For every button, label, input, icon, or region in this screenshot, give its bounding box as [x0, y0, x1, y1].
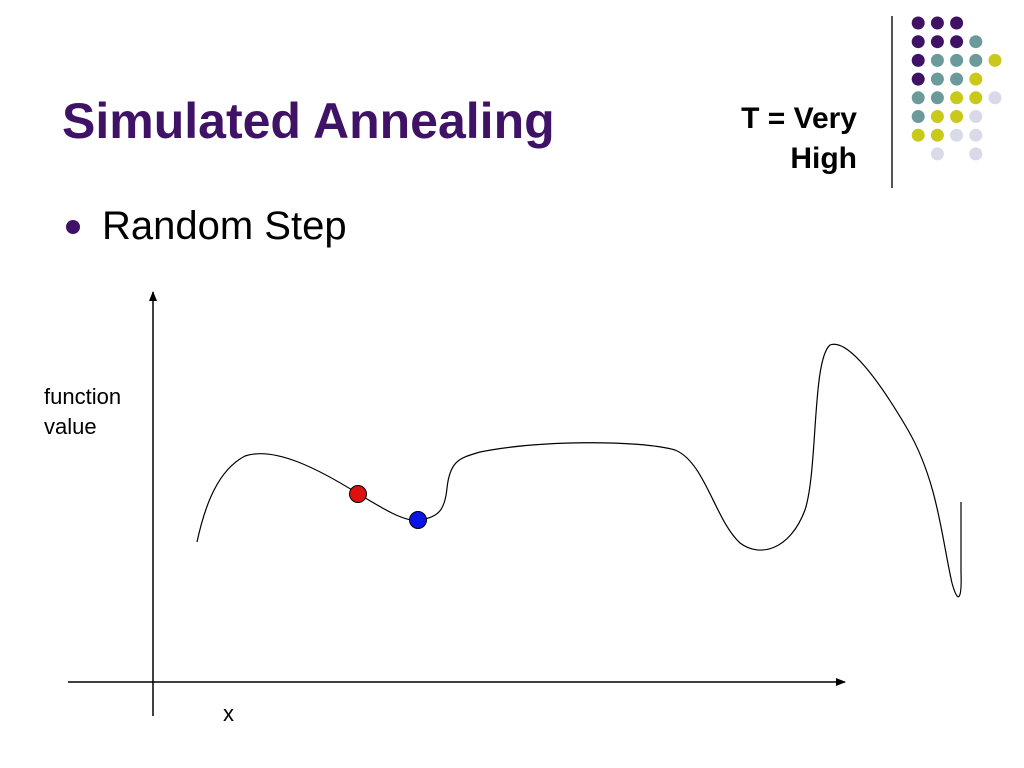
bullet-text: Random Step — [102, 204, 347, 248]
current-point-marker — [349, 485, 367, 503]
proposed-point-marker — [409, 511, 427, 529]
function-curve — [196, 343, 962, 598]
vertical-divider — [891, 16, 893, 188]
y-axis-label: function value — [44, 384, 122, 439]
bullet-dot-icon — [66, 220, 80, 234]
bullet-item: Random Step — [64, 200, 347, 252]
bullet-list: Random Step — [64, 200, 347, 252]
temperature-label: T = Very High — [741, 102, 857, 175]
x-axis-label: x — [223, 701, 234, 726]
slide-title: Simulated Annealing — [62, 93, 555, 149]
